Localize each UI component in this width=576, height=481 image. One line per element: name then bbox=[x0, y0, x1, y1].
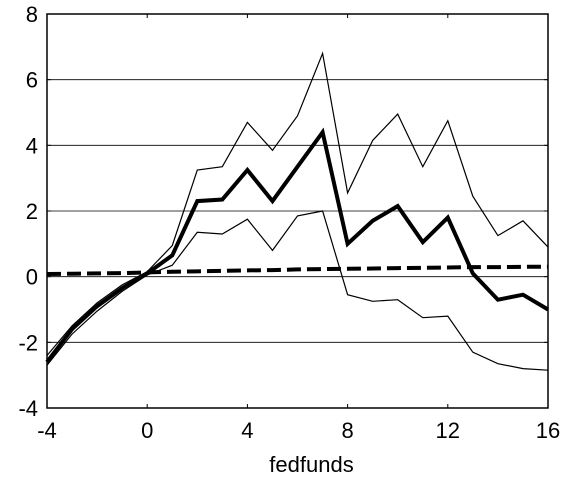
x-tick-label: 12 bbox=[436, 418, 460, 443]
x-tick-label: 8 bbox=[341, 418, 353, 443]
series-line-thick-solid bbox=[45, 127, 550, 364]
series-line-thin-upper bbox=[46, 51, 549, 356]
y-tick-label: 8 bbox=[26, 2, 38, 27]
y-tick-label: -4 bbox=[18, 396, 38, 421]
x-axis-label: fedfunds bbox=[269, 452, 353, 477]
y-tick-label: -2 bbox=[18, 330, 38, 355]
series-group bbox=[45, 51, 550, 371]
y-tick-label: 0 bbox=[26, 265, 38, 290]
ticks: 8 6 4 2 0 -2 -4-4 0 4 8 12 16 bbox=[18, 2, 560, 443]
x-tick-label: 16 bbox=[536, 418, 560, 443]
y-tick-label: 6 bbox=[26, 68, 38, 93]
y-tick-label: 4 bbox=[26, 133, 38, 158]
x-tick-label: 0 bbox=[141, 418, 153, 443]
gridlines bbox=[47, 79, 548, 343]
x-tick-label: 4 bbox=[241, 418, 253, 443]
series-line-thin-lower bbox=[46, 210, 549, 371]
y-tick-label: 2 bbox=[26, 199, 38, 224]
x-tick-label: -4 bbox=[37, 418, 57, 443]
series-line-thick-dashed bbox=[46, 264, 548, 276]
